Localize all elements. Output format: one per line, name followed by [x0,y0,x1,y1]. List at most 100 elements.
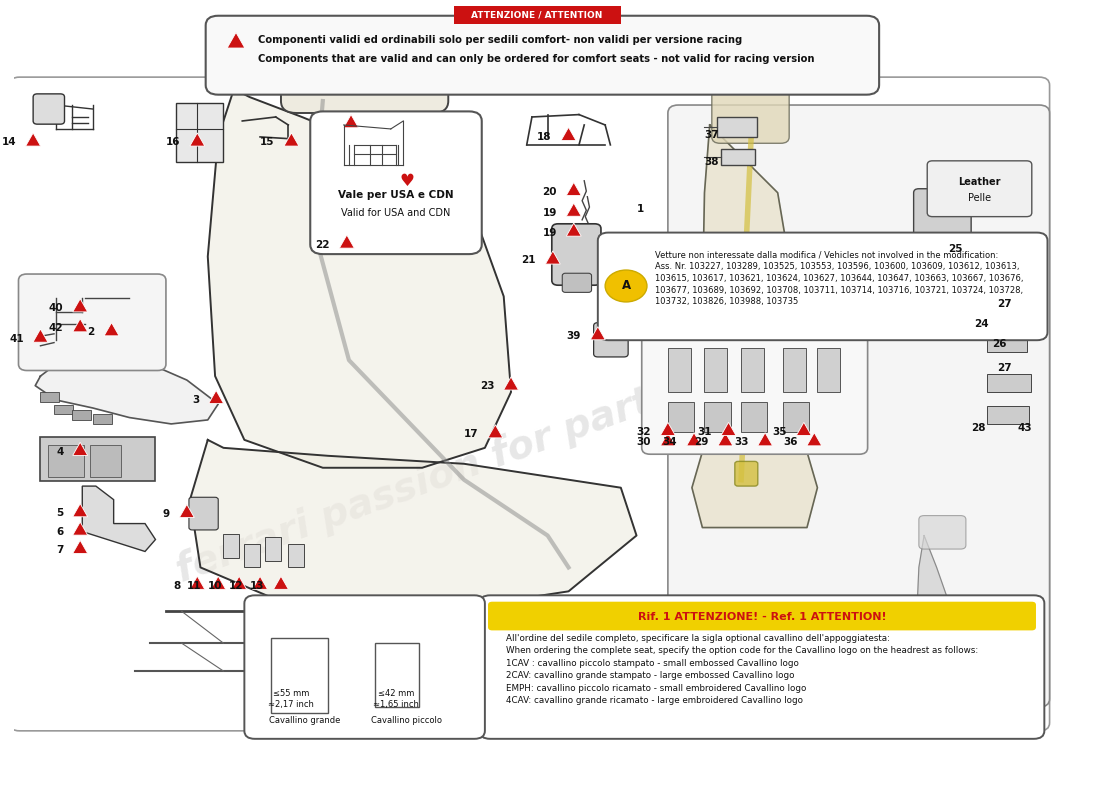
FancyBboxPatch shape [927,161,1032,217]
Polygon shape [25,133,41,146]
Text: 22: 22 [316,239,330,250]
Text: 5: 5 [56,508,64,518]
Polygon shape [758,433,772,446]
FancyBboxPatch shape [480,595,1044,739]
Text: Leather or Alcantara: Leather or Alcantara [926,641,1024,650]
Polygon shape [73,540,88,554]
Polygon shape [343,114,359,128]
Text: Components that are valid and can only be ordered for comfort seats - not valid : Components that are valid and can only b… [258,54,814,64]
Text: 38: 38 [704,158,719,167]
Text: 13: 13 [250,581,264,590]
Bar [987,286,1023,304]
FancyBboxPatch shape [914,627,1037,679]
Bar [757,296,778,328]
Polygon shape [504,377,518,390]
Text: 4: 4 [56,447,64,457]
FancyBboxPatch shape [280,26,449,113]
FancyBboxPatch shape [310,111,482,254]
Polygon shape [566,182,581,195]
Text: 33: 33 [734,438,748,447]
Text: 19: 19 [542,208,557,218]
Bar [271,638,328,714]
Text: 43: 43 [1018,423,1032,433]
Polygon shape [232,576,246,590]
Bar [244,543,260,567]
Text: 31: 31 [697,427,712,437]
Polygon shape [253,576,267,590]
Bar [223,534,239,558]
Text: 8: 8 [174,581,180,590]
Text: 36: 36 [783,438,798,447]
Bar [987,374,1031,392]
Polygon shape [208,89,512,468]
Text: 42: 42 [48,323,64,334]
Text: Cavallino piccolo: Cavallino piccolo [371,716,442,726]
FancyBboxPatch shape [19,274,166,370]
Text: 9: 9 [163,509,170,519]
FancyBboxPatch shape [641,286,868,454]
Text: Valid for USA and CDN: Valid for USA and CDN [341,208,451,218]
FancyBboxPatch shape [9,77,1049,731]
Text: 20: 20 [542,187,557,197]
Bar [722,149,755,165]
FancyBboxPatch shape [562,274,592,292]
Bar [741,348,764,392]
Bar [288,543,304,567]
Polygon shape [228,33,245,48]
Text: 17: 17 [464,430,478,439]
Text: 11: 11 [187,581,201,590]
Text: 35: 35 [772,427,788,437]
Polygon shape [703,125,799,452]
Text: 39: 39 [566,331,581,342]
Text: Rif. 1 ATTENZIONE! - Ref. 1 ATTENTION!: Rif. 1 ATTENZIONE! - Ref. 1 ATTENTION! [638,612,887,622]
Polygon shape [284,133,299,146]
Polygon shape [566,203,581,216]
Text: 27: 27 [998,299,1012,310]
Text: 34: 34 [662,438,678,447]
Bar [41,438,155,482]
Text: 24: 24 [975,319,989,330]
Text: 19: 19 [542,227,557,238]
Polygon shape [35,356,218,424]
Text: 12: 12 [229,581,243,590]
Bar [375,643,419,707]
Polygon shape [73,298,88,312]
Polygon shape [488,425,503,438]
Polygon shape [722,422,736,435]
Text: 7: 7 [56,545,64,555]
Bar [668,296,689,328]
Polygon shape [274,576,288,590]
FancyBboxPatch shape [594,322,628,357]
Text: 10: 10 [208,581,222,590]
Polygon shape [73,318,88,332]
Text: 26: 26 [992,339,1007,349]
Text: Componenti validi ed ordinabili solo per sedili comfort- non validi per versione: Componenti validi ed ordinabili solo per… [258,34,742,45]
FancyBboxPatch shape [918,515,966,549]
Text: 18: 18 [537,132,552,142]
Text: 6: 6 [56,526,64,537]
Bar [176,102,223,162]
FancyBboxPatch shape [488,602,1036,630]
Text: ♥: ♥ [399,172,414,190]
Circle shape [605,270,647,302]
Polygon shape [179,505,195,518]
Polygon shape [73,504,88,517]
Bar [696,296,717,328]
Bar [717,117,757,137]
Bar [987,406,1028,424]
Polygon shape [546,251,560,264]
Bar [704,402,730,432]
FancyBboxPatch shape [552,224,601,286]
Bar [92,414,111,424]
Text: Pelle o Alcantara: Pelle o Alcantara [940,658,1011,666]
Bar [987,334,1026,352]
Text: Vale per USA e CDN: Vale per USA e CDN [338,190,454,200]
Polygon shape [340,235,354,248]
FancyBboxPatch shape [668,105,1049,707]
Text: 15: 15 [261,138,275,147]
Bar [668,402,694,432]
Text: ferrari passion for parts.com: ferrari passion for parts.com [172,338,778,590]
Text: Vetture non interessate dalla modifica / Vehicles not involved in the modificati: Vetture non interessate dalla modifica /… [656,250,1024,306]
Text: 29: 29 [694,438,708,447]
Bar [265,537,280,561]
